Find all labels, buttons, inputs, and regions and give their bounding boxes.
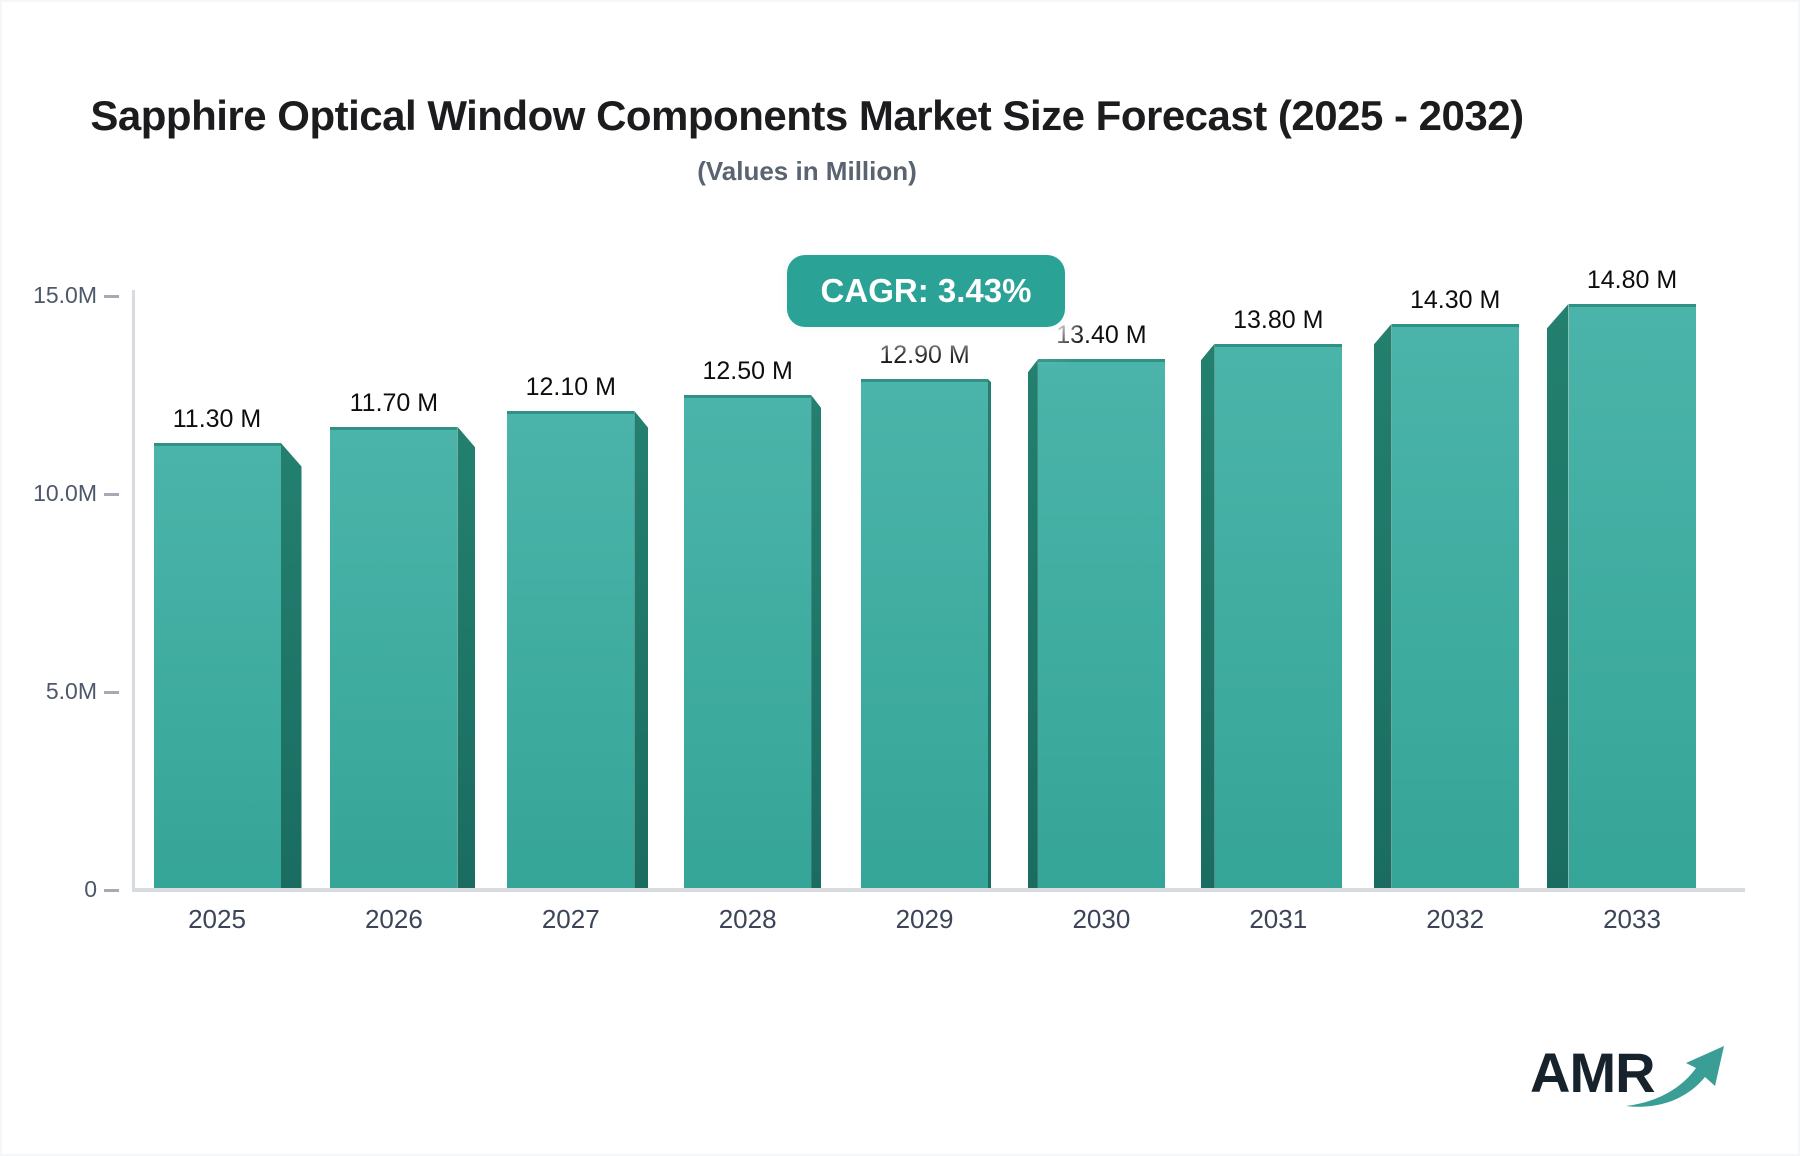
bar-2027 [507, 410, 635, 892]
chart-title: Sapphire Optical Window Components Marke… [90, 92, 1524, 139]
amr-logo-text: AMR [1530, 1041, 1656, 1104]
bar-value-label: 14.80 M [1586, 265, 1678, 294]
y-axis-line [132, 290, 135, 892]
cagr-badge-label: CAGR: 3.43% [820, 272, 1032, 309]
x-axis-label: 2032 [1426, 904, 1485, 934]
x-axis-label: 2027 [541, 904, 600, 934]
bar-2028 [684, 395, 812, 892]
bar-value-label: 13.40 M [1056, 321, 1147, 350]
x-axis-label: 2029 [895, 904, 954, 934]
y-axis-tick-label: 5.0M [45, 678, 97, 704]
bar-side-face [1373, 323, 1392, 892]
bar-2025 [153, 442, 281, 892]
bar-value-label: 11.70 M [349, 388, 439, 417]
bar-value-label: 12.50 M [702, 357, 793, 385]
chart-subtitle: (Values in Million) [697, 156, 917, 186]
bar-2033 [1568, 303, 1696, 892]
bar-side-face [280, 442, 302, 892]
bar-side-face [457, 426, 476, 892]
y-axis-tick [104, 888, 119, 892]
bar-value-label: 13.80 M [1233, 305, 1324, 334]
y-axis-tick [104, 492, 119, 496]
cagr-badge: CAGR: 3.43% [787, 255, 1065, 327]
bar-value-label: 11.30 M [172, 404, 262, 433]
bar-side-face [634, 410, 649, 892]
y-axis-tick [104, 294, 119, 298]
x-axis-label: 2033 [1603, 904, 1661, 934]
bar-side-face [1200, 343, 1215, 892]
x-axis-label: 2025 [188, 904, 246, 934]
amr-logo: AMR [1530, 1034, 1730, 1114]
bar-side-face [1546, 303, 1569, 892]
bar-2031 [1214, 343, 1342, 892]
bar-value-label: 12.10 M [525, 372, 616, 401]
bar-side-face [988, 379, 991, 892]
x-axis-label: 2031 [1249, 904, 1308, 934]
bar-2030 [1037, 359, 1165, 892]
bar-value-label: 12.90 M [879, 341, 970, 370]
x-axis-label: 2030 [1072, 904, 1131, 934]
y-axis-tick [104, 690, 119, 694]
y-axis-tick-label: 15.0M [33, 282, 97, 308]
bar-side-face [1027, 359, 1038, 892]
bar-side-face [811, 395, 822, 892]
bar-2029 [861, 379, 988, 892]
x-axis-baseline [132, 888, 1745, 892]
x-axis-label: 2026 [364, 904, 423, 934]
y-axis-tick-label: 0 [84, 876, 97, 902]
bar-2032 [1391, 323, 1519, 892]
chart-header: Sapphire Optical Window Components Marke… [2, 92, 1612, 187]
bar-value-label: 14.30 M [1409, 285, 1501, 314]
trend-up-arrow-path [1626, 1046, 1724, 1107]
bar-2026 [330, 426, 458, 892]
x-axis-label: 2028 [718, 904, 777, 934]
y-axis-tick-label: 10.0M [33, 480, 97, 506]
trend-up-arrow-icon [1626, 1046, 1724, 1107]
